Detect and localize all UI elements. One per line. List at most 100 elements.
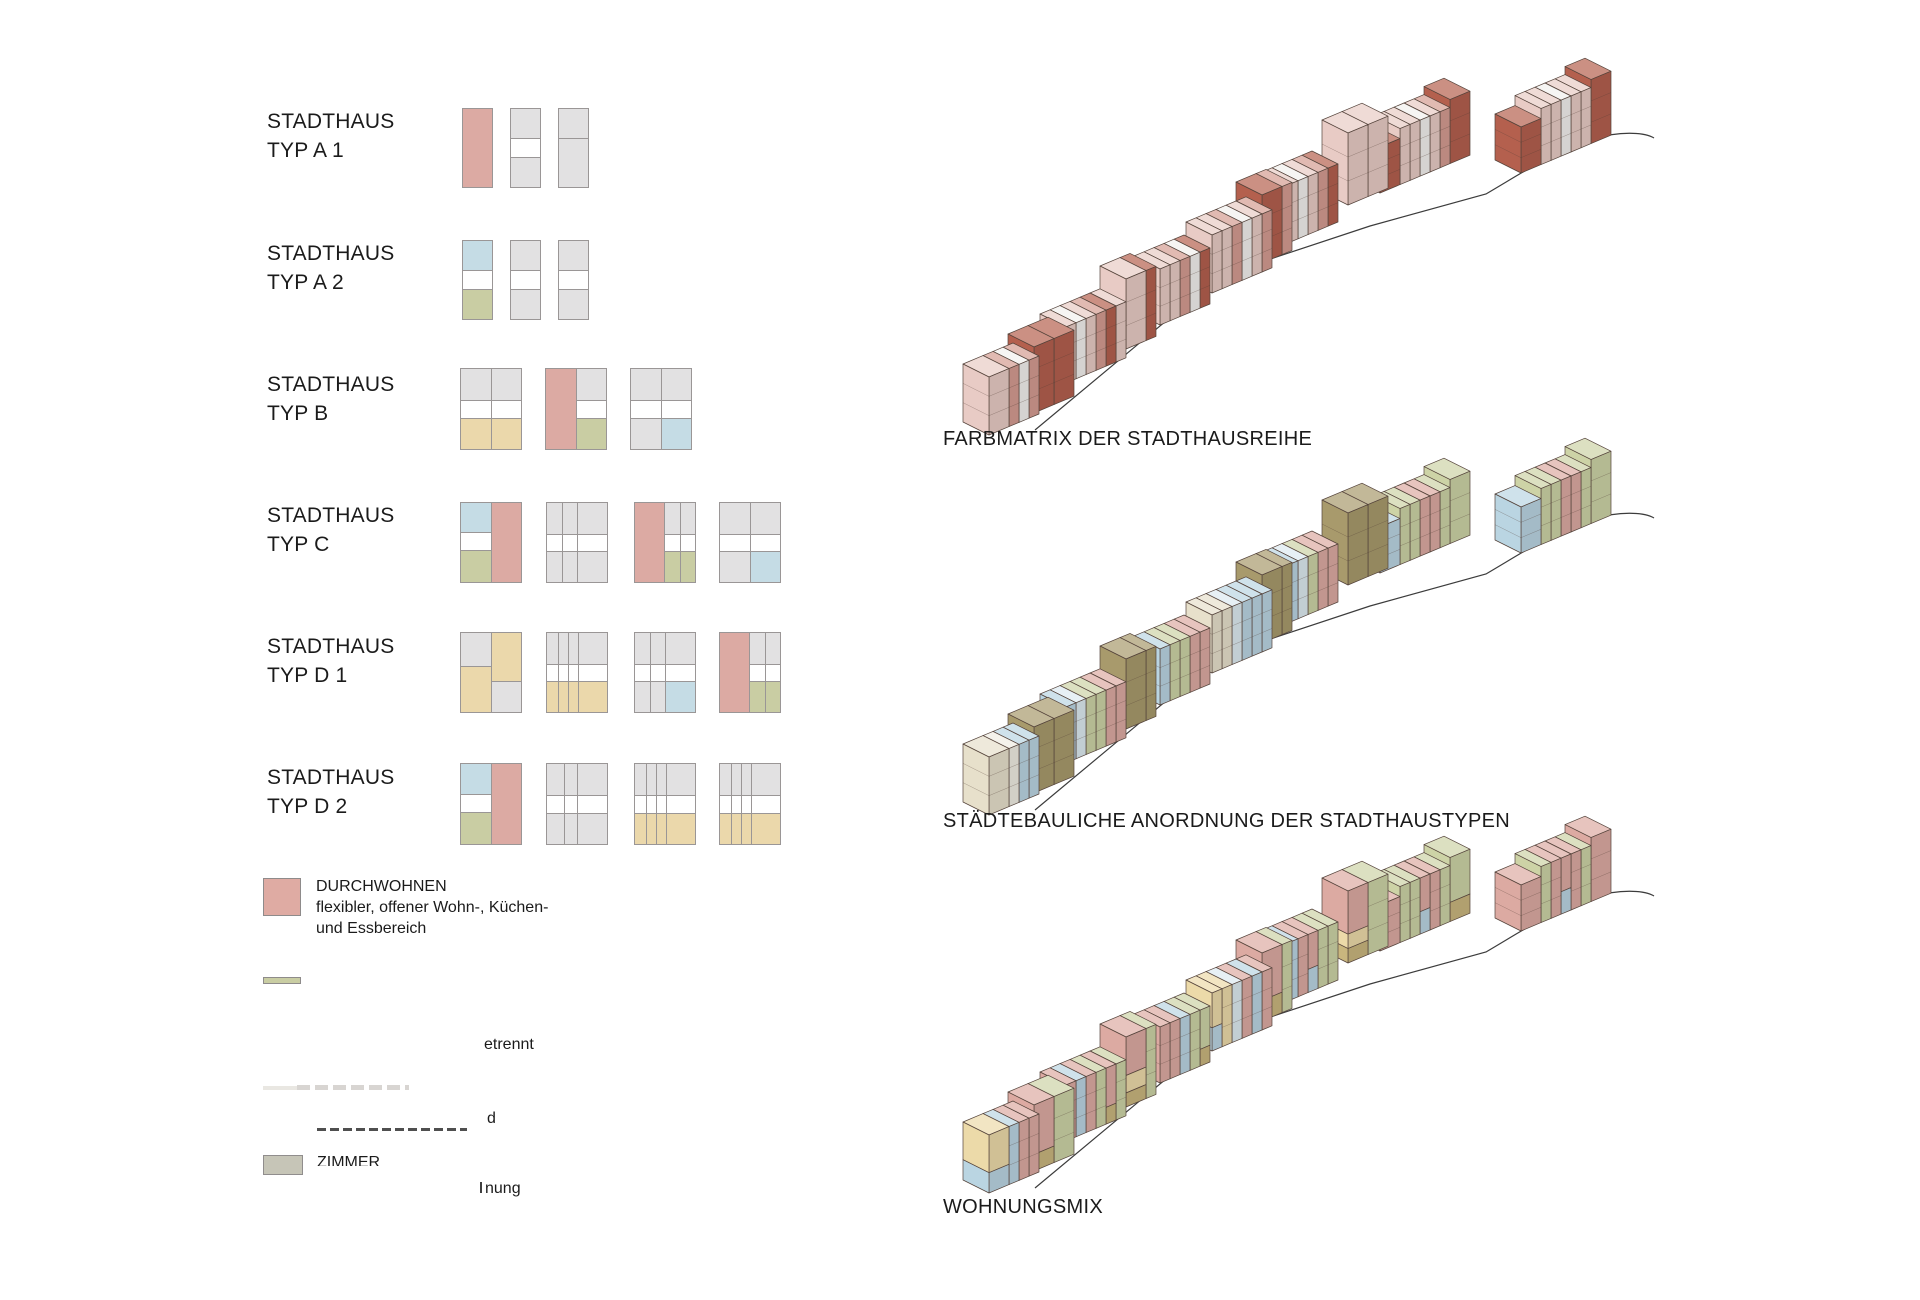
- type-label: STADTHAUS TYP A 1: [267, 107, 394, 165]
- floor-plan-segment-gy: [565, 813, 577, 844]
- floor-plan-segment-wh: [665, 534, 680, 551]
- floor-plan-segment-gy: [511, 158, 540, 187]
- floor-plan-column: [647, 764, 656, 844]
- floor-plan-column: [635, 503, 664, 582]
- floor-plan-segment-yl: [647, 813, 656, 844]
- floor-plan-segment-bl: [463, 241, 492, 270]
- floor-plan-segment-yl: [751, 813, 780, 844]
- floor-plan-segment-gy: [578, 764, 607, 796]
- floor-plan-segment-gy: [559, 139, 588, 187]
- type-label-line1: STADTHAUS: [267, 242, 395, 265]
- floor-plan-column: [578, 503, 607, 582]
- floor-plan-block: [634, 502, 696, 583]
- house-cluster: [1321, 102, 1389, 206]
- floor-plan-segment-gy: [559, 109, 588, 139]
- floor-plan-block: [510, 108, 541, 188]
- floor-plan-segment-wh: [720, 796, 732, 813]
- floor-plan-segment-wh: [741, 796, 751, 813]
- legend-fragment-etrennt: etrennt: [484, 1036, 534, 1053]
- floor-plan-column: [547, 633, 559, 712]
- floor-plan-block: [558, 240, 589, 320]
- floor-plan-segment-gy: [635, 633, 650, 664]
- type-label-line2: TYP A 1: [267, 139, 344, 162]
- floor-plan-column: [461, 633, 491, 712]
- floor-plan-segment-yl: [491, 633, 521, 682]
- type-label: STADTHAUS TYP D 2: [267, 763, 394, 821]
- floor-plan-segment-gn: [765, 681, 780, 712]
- floor-plan-segment-gy: [750, 503, 780, 534]
- floor-plan-column: [720, 633, 749, 712]
- floor-plan-block: [719, 502, 781, 583]
- floor-plan-segment-gy: [656, 764, 666, 796]
- floor-plan-segment-wh: [635, 796, 647, 813]
- floor-plan-segment-gy: [559, 633, 568, 664]
- floor-plan-segment-gy: [680, 503, 695, 534]
- floor-plan-segment-gy: [565, 764, 577, 796]
- floor-plan-column: [720, 764, 732, 844]
- floor-plan-segment-gy: [562, 503, 577, 534]
- floor-plan-segment-gy: [547, 764, 565, 796]
- legend-fragment-d: d: [487, 1110, 496, 1127]
- floor-plan-segment-pk: [635, 503, 664, 582]
- floor-plan-segment-gy: [635, 764, 647, 796]
- iso-diagram-staedtebauliche-anordnung: [962, 437, 1655, 816]
- floor-plan-column: [720, 503, 750, 582]
- floor-plan-segment-yl: [720, 813, 732, 844]
- floor-plan-column: [635, 633, 650, 712]
- floor-plan-segment-gy: [511, 290, 540, 319]
- legend-swatch-zimmer: [263, 1155, 303, 1175]
- floor-plan-segment-yl: [491, 418, 521, 449]
- floor-plan-segment-gy: [665, 503, 680, 534]
- floor-plan-segment-gy: [631, 418, 661, 449]
- floor-plan-segment-yl: [461, 666, 491, 712]
- floor-plan-block: [460, 763, 522, 845]
- type-label-line1: STADTHAUS: [267, 635, 395, 658]
- floor-plan-block: [634, 632, 696, 713]
- floor-plan-segment-wh: [547, 534, 562, 551]
- floor-plan-segment-gy: [461, 633, 491, 666]
- house-cluster: [1494, 437, 1612, 554]
- floor-plan-segment-wh: [750, 534, 780, 551]
- floor-plan-segment-yl: [578, 681, 607, 712]
- floor-plan-segment-wh: [765, 664, 780, 681]
- type-label-line2: TYP D 2: [267, 795, 348, 818]
- floor-plan-column: [666, 764, 695, 844]
- floor-plan-column: [461, 503, 491, 582]
- floor-plan-segment-gn: [665, 551, 680, 582]
- floor-plan-segment-pk: [463, 109, 492, 187]
- floor-plan-segment-wh: [547, 796, 565, 813]
- floor-plan-segment-gy: [650, 633, 665, 664]
- floor-plan-segment-wh: [631, 401, 661, 418]
- floor-plan-segment-wh: [511, 138, 540, 158]
- type-label: STADTHAUS TYP D 1: [267, 632, 394, 690]
- floor-plan-block: [460, 368, 522, 450]
- floor-plan-segment-wh: [559, 270, 588, 290]
- floor-plan-column: [680, 503, 695, 582]
- floor-plan-column: [568, 633, 578, 712]
- floor-plan-column: [732, 764, 741, 844]
- floor-plan-column: [765, 633, 780, 712]
- floor-plan-column: [559, 633, 568, 712]
- floor-plan-column: [463, 241, 492, 319]
- floor-plan-segment-yl: [568, 681, 578, 712]
- floor-plan-column: [461, 764, 491, 844]
- floor-plan-segment-gy: [559, 290, 588, 319]
- floor-plan-segment-gn: [463, 290, 492, 319]
- floor-plan-column: [559, 241, 588, 319]
- floor-plan-column: [491, 764, 521, 844]
- floor-plan-column: [578, 764, 607, 844]
- floor-plan-segment-gy: [547, 503, 562, 534]
- floor-plan-segment-pk: [720, 633, 749, 712]
- type-label-line1: STADTHAUS: [267, 504, 395, 527]
- floor-plan-segment-gy: [720, 503, 750, 534]
- floor-plan-column: [491, 633, 521, 712]
- floor-plan-segment-bl: [661, 418, 691, 449]
- floor-plan-segment-gn: [750, 681, 765, 712]
- floor-plan-segment-wh: [578, 664, 607, 681]
- floor-plan-segment-wh: [647, 796, 656, 813]
- floor-plan-segment-yl: [547, 681, 559, 712]
- floor-plan-segment-wh: [463, 270, 492, 290]
- floor-plan-segment-pk: [491, 764, 521, 844]
- iso-diagram-wohnungsmix: [962, 815, 1655, 1194]
- floor-plan-segment-gy: [666, 633, 695, 664]
